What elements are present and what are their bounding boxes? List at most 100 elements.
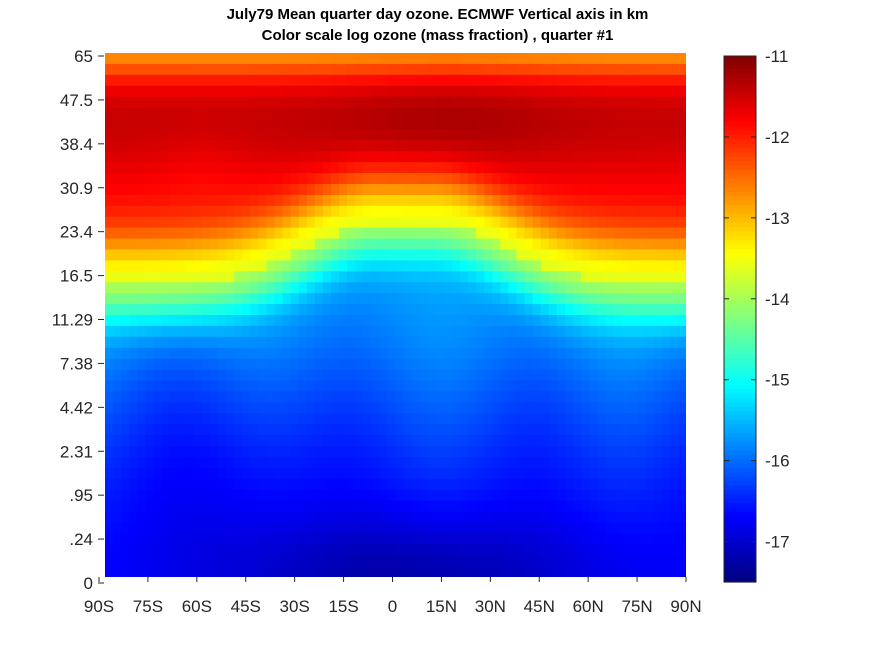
heatmap-cell: [589, 118, 598, 131]
heatmap-cell: [621, 118, 631, 131]
heatmap-cell: [669, 238, 679, 251]
heatmap-cell: [185, 325, 195, 338]
heatmap-cell: [201, 456, 211, 469]
heatmap-cell: [201, 205, 211, 218]
heatmap-cell: [411, 249, 421, 262]
heatmap-cell: [581, 478, 590, 491]
heatmap-cell: [427, 282, 437, 294]
heatmap-cell: [306, 435, 316, 447]
heatmap-cell: [573, 511, 582, 524]
heatmap-cell: [605, 162, 614, 174]
heatmap-cell: [613, 402, 623, 414]
heatmap-cell: [508, 151, 518, 163]
heatmap-cell: [508, 96, 518, 109]
heatmap-cell: [339, 566, 348, 577]
heatmap-cell: [363, 336, 372, 349]
heatmap-cell: [226, 435, 235, 447]
heatmap-cell: [427, 107, 437, 120]
heatmap-cell: [597, 53, 606, 65]
heatmap-cell: [573, 347, 582, 360]
heatmap-cell: [516, 140, 526, 152]
heatmap-cell: [145, 511, 155, 524]
heatmap-cell: [573, 424, 582, 436]
heatmap-cell: [484, 435, 493, 447]
heatmap-cell: [209, 555, 219, 567]
heatmap-cell: [363, 544, 372, 556]
heatmap-cell: [613, 446, 623, 458]
heatmap-cell: [556, 173, 566, 185]
heatmap-cell: [548, 456, 558, 469]
heatmap-cell: [145, 380, 155, 393]
heatmap-cell: [242, 435, 251, 447]
heatmap-cell: [597, 282, 606, 294]
heatmap-cell: [451, 380, 461, 393]
heatmap-cell: [169, 511, 179, 524]
heatmap-cell: [379, 118, 389, 131]
heatmap-cell: [250, 293, 259, 305]
heatmap-cell: [371, 216, 380, 229]
heatmap-cell: [564, 369, 574, 382]
heatmap-cell: [645, 53, 655, 65]
heatmap-cell: [460, 249, 469, 262]
heatmap-cell: [597, 63, 606, 76]
heatmap-cell: [306, 118, 316, 131]
heatmap-cell: [516, 63, 526, 76]
heatmap-cell: [645, 413, 655, 425]
heatmap-cell: [137, 380, 146, 393]
heatmap-cell: [532, 347, 542, 360]
heatmap-cell: [113, 566, 122, 577]
heatmap-cell: [508, 194, 518, 207]
heatmap-cell: [193, 85, 203, 98]
colorbar-segment: [724, 130, 756, 136]
heatmap-cell: [435, 173, 445, 185]
colorbar-segment: [724, 555, 756, 561]
heatmap-cell: [234, 162, 243, 174]
heatmap-cell: [339, 500, 348, 513]
heatmap-cell: [460, 184, 469, 196]
heatmap-cell: [322, 380, 332, 393]
heatmap-cell: [540, 63, 550, 76]
heatmap-cell: [460, 456, 469, 469]
heatmap-cell: [637, 478, 647, 491]
heatmap-cell: [355, 304, 364, 316]
heatmap-cell: [564, 522, 574, 534]
heatmap-cell: [548, 533, 558, 545]
heatmap-cell: [347, 238, 356, 251]
heatmap-cell: [282, 533, 292, 545]
heatmap-cell: [524, 162, 534, 174]
heatmap-cell: [581, 238, 590, 251]
heatmap-cell: [427, 216, 437, 229]
heatmap-cell: [105, 555, 114, 567]
heatmap-cell: [548, 336, 558, 349]
heatmap-cell: [161, 107, 171, 120]
heatmap-cell: [314, 446, 324, 458]
heatmap-cell: [169, 173, 179, 185]
heatmap-cell: [605, 402, 614, 414]
heatmap-cell: [387, 511, 397, 524]
heatmap-cell: [201, 533, 211, 545]
heatmap-cell: [395, 467, 405, 480]
heatmap-cell: [322, 533, 332, 545]
heatmap-cell: [492, 391, 501, 403]
heatmap-cell: [121, 555, 130, 567]
heatmap-cell: [524, 446, 534, 458]
heatmap-cell: [177, 53, 187, 65]
heatmap-cell: [443, 478, 453, 491]
heatmap-cell: [193, 216, 203, 229]
heatmap-cell: [371, 162, 380, 174]
heatmap-cell: [516, 544, 526, 556]
colorbar-segment: [724, 161, 756, 167]
heatmap-cell: [524, 129, 534, 141]
heatmap-cell: [427, 566, 437, 577]
heatmap-cell: [137, 249, 146, 262]
heatmap-cell: [677, 380, 686, 393]
heatmap-cell: [330, 555, 340, 567]
heatmap-cell: [492, 402, 501, 414]
heatmap-cell: [637, 347, 647, 360]
heatmap-cell: [193, 347, 203, 360]
heatmap-cell: [581, 63, 590, 76]
heatmap-cell: [427, 380, 437, 393]
heatmap-cell: [629, 216, 639, 229]
heatmap-cell: [492, 227, 501, 240]
heatmap-cell: [266, 500, 276, 513]
